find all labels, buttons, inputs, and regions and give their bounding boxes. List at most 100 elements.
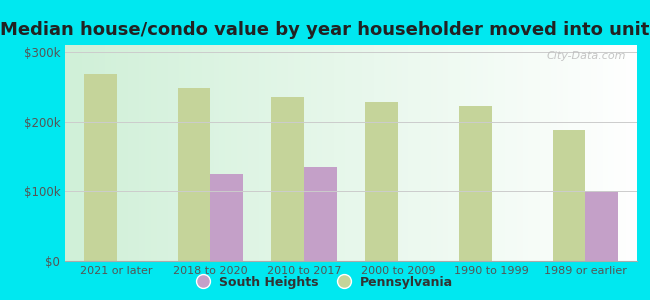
Bar bbox=[540, 45, 545, 261]
Bar bbox=[288, 45, 294, 261]
Bar bbox=[259, 45, 265, 261]
Bar bbox=[357, 45, 363, 261]
Bar bbox=[322, 45, 328, 261]
Bar bbox=[282, 45, 288, 261]
Bar bbox=[99, 45, 105, 261]
Bar bbox=[465, 45, 471, 261]
Bar bbox=[306, 45, 311, 261]
Bar bbox=[625, 45, 631, 261]
Bar bbox=[603, 45, 608, 261]
Bar bbox=[380, 45, 385, 261]
Bar bbox=[317, 45, 322, 261]
Bar bbox=[294, 45, 300, 261]
Bar bbox=[71, 45, 77, 261]
Bar bbox=[128, 45, 134, 261]
Bar bbox=[151, 45, 157, 261]
Bar bbox=[586, 45, 592, 261]
Bar bbox=[185, 45, 191, 261]
Bar bbox=[506, 45, 511, 261]
Bar bbox=[494, 45, 500, 261]
Bar bbox=[231, 45, 237, 261]
Text: City-Data.com: City-Data.com bbox=[546, 52, 625, 61]
Bar bbox=[84, 74, 116, 261]
Bar bbox=[242, 45, 248, 261]
Bar bbox=[568, 45, 574, 261]
Bar bbox=[77, 45, 82, 261]
Bar bbox=[574, 45, 580, 261]
Bar bbox=[88, 45, 94, 261]
Bar bbox=[162, 45, 168, 261]
Bar bbox=[339, 45, 345, 261]
Bar bbox=[459, 106, 491, 261]
Bar bbox=[408, 45, 414, 261]
Bar bbox=[420, 45, 425, 261]
Bar bbox=[174, 45, 179, 261]
Bar bbox=[105, 45, 110, 261]
Bar bbox=[145, 45, 151, 261]
Bar bbox=[363, 45, 368, 261]
Bar bbox=[620, 45, 625, 261]
Bar bbox=[580, 45, 586, 261]
Bar bbox=[208, 45, 214, 261]
Bar bbox=[177, 88, 211, 261]
Bar bbox=[220, 45, 225, 261]
Bar bbox=[328, 45, 334, 261]
Bar bbox=[488, 45, 494, 261]
Bar bbox=[157, 45, 162, 261]
Bar bbox=[597, 45, 603, 261]
Bar bbox=[454, 45, 460, 261]
Bar bbox=[111, 45, 116, 261]
Bar bbox=[482, 45, 488, 261]
Bar bbox=[431, 45, 437, 261]
Bar bbox=[545, 45, 551, 261]
Bar bbox=[300, 45, 306, 261]
Bar bbox=[304, 167, 337, 261]
Bar bbox=[191, 45, 196, 261]
Bar bbox=[271, 45, 277, 261]
Bar bbox=[391, 45, 396, 261]
Bar bbox=[448, 45, 454, 261]
Legend: South Heights, Pennsylvania: South Heights, Pennsylvania bbox=[192, 271, 458, 294]
Bar bbox=[471, 45, 477, 261]
Bar bbox=[82, 45, 88, 261]
Bar bbox=[254, 45, 259, 261]
Bar bbox=[179, 45, 185, 261]
Bar bbox=[225, 45, 231, 261]
Bar bbox=[592, 45, 597, 261]
Bar bbox=[586, 191, 618, 261]
Bar bbox=[402, 45, 408, 261]
Bar bbox=[345, 45, 351, 261]
Bar bbox=[551, 45, 557, 261]
Bar bbox=[116, 45, 122, 261]
Bar bbox=[552, 130, 586, 261]
Bar bbox=[168, 45, 174, 261]
Bar bbox=[614, 45, 620, 261]
Bar bbox=[608, 45, 614, 261]
Bar bbox=[214, 45, 220, 261]
Bar bbox=[277, 45, 282, 261]
Bar bbox=[557, 45, 563, 261]
Bar bbox=[211, 174, 243, 261]
Bar bbox=[196, 45, 202, 261]
Bar bbox=[477, 45, 482, 261]
Bar bbox=[271, 97, 304, 261]
Bar bbox=[396, 45, 402, 261]
Bar bbox=[517, 45, 523, 261]
Bar bbox=[311, 45, 317, 261]
Bar bbox=[437, 45, 443, 261]
Bar bbox=[122, 45, 128, 261]
Bar bbox=[65, 45, 71, 261]
Bar bbox=[265, 45, 271, 261]
Bar bbox=[351, 45, 357, 261]
Bar bbox=[511, 45, 517, 261]
Bar bbox=[368, 45, 374, 261]
Bar bbox=[334, 45, 339, 261]
Bar bbox=[414, 45, 420, 261]
Bar bbox=[528, 45, 534, 261]
Bar bbox=[523, 45, 528, 261]
Bar bbox=[631, 45, 637, 261]
Bar bbox=[248, 45, 254, 261]
Bar bbox=[374, 45, 380, 261]
Bar bbox=[563, 45, 568, 261]
Text: Median house/condo value by year householder moved into unit: Median house/condo value by year househo… bbox=[0, 21, 650, 39]
